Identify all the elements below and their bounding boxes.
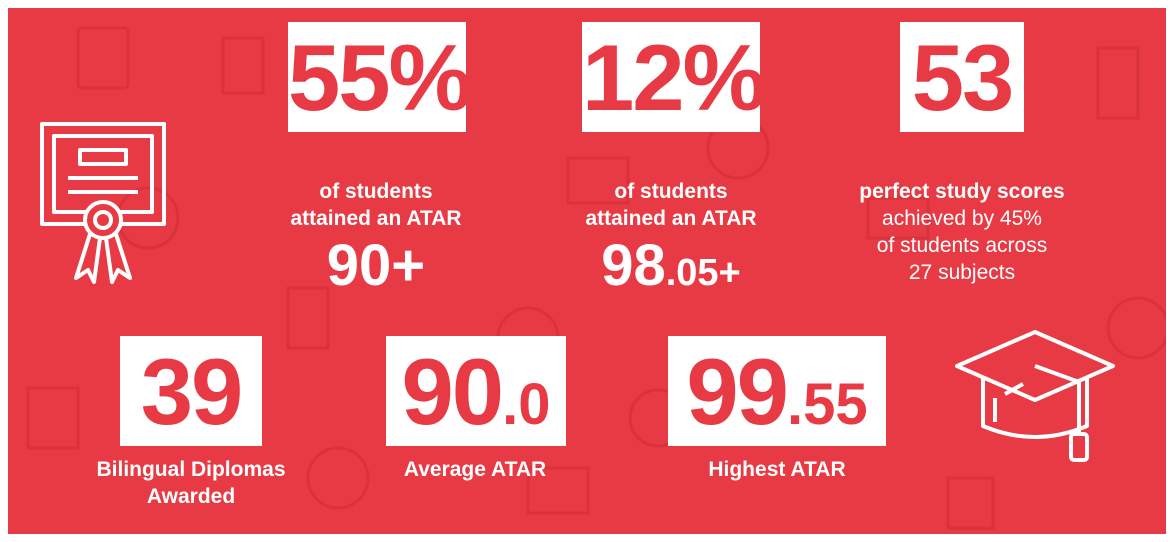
- stat-highlight: 98.05+: [521, 236, 821, 303]
- stat-caption: attained an ATAR: [521, 205, 821, 232]
- highlight-main: 98: [601, 233, 666, 298]
- figure-small: .55: [787, 372, 868, 437]
- stats-panel: 55% of students attained an ATAR 90+ 12%…: [8, 8, 1166, 534]
- graduation-cap-icon: [953, 326, 1118, 466]
- page: 55% of students attained an ATAR 90+ 12%…: [0, 0, 1174, 542]
- stat-detail: 27 subjects: [812, 259, 1112, 286]
- certificate-icon: [38, 120, 168, 290]
- figure-main: 90: [402, 339, 503, 444]
- stat-detail: of students across: [812, 232, 1112, 259]
- stat-caption: Awarded: [41, 483, 341, 510]
- stat-figure: 55%: [288, 22, 466, 132]
- figure-main: 99: [686, 339, 787, 444]
- stat-figure: 99.55: [668, 336, 886, 446]
- stat-figure: 53: [900, 22, 1024, 132]
- stat-caption: of students: [226, 178, 526, 205]
- highlight-small: .05+: [666, 252, 741, 294]
- stat-caption: attained an ATAR: [226, 205, 526, 232]
- stat-caption: of students: [521, 178, 821, 205]
- stat-caption: perfect study scores: [812, 178, 1112, 205]
- stat-detail: achieved by 45%: [812, 205, 1112, 232]
- figure-small: .0: [502, 372, 550, 437]
- stat-caption: Bilingual Diplomas: [41, 456, 341, 483]
- stat-figure: 39: [120, 336, 262, 446]
- highlight-main: 90+: [327, 233, 425, 298]
- stat-highlight: 90+: [226, 236, 526, 296]
- stat-caption: Highest ATAR: [627, 456, 927, 483]
- stat-figure: 90.0: [386, 336, 566, 446]
- stat-figure: 12%: [582, 22, 760, 132]
- stat-caption: Average ATAR: [325, 456, 625, 483]
- figure-main: 39: [141, 339, 242, 444]
